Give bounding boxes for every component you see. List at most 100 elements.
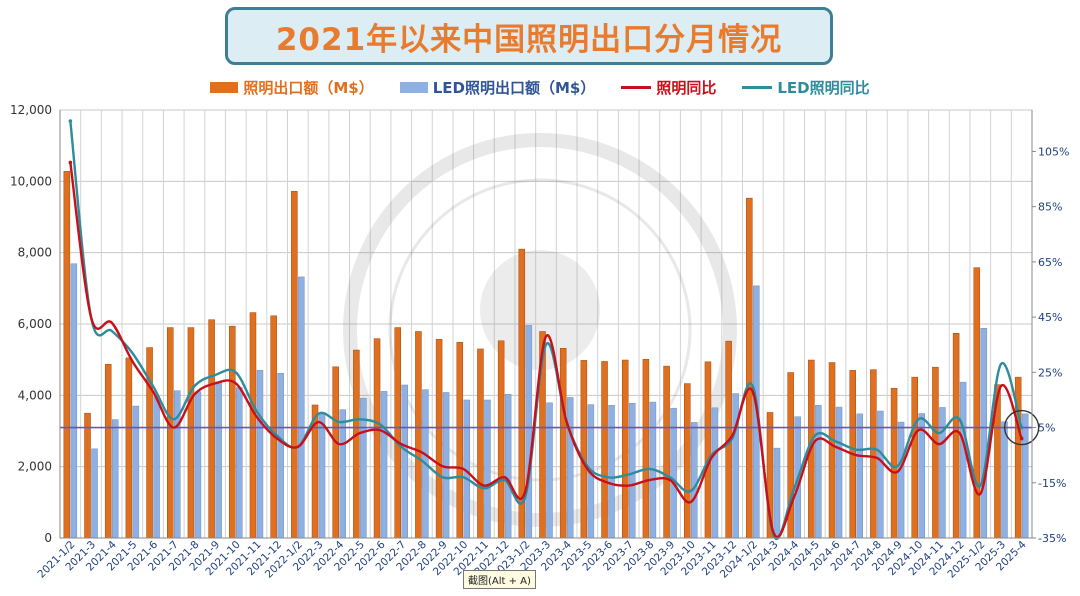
bar-lighting-export [208,319,215,539]
bar-lighting-export [229,325,236,539]
bar-lighting-export [932,366,939,539]
bar-lighting-export [911,376,919,539]
bar-led-export [732,393,739,539]
bar-led-export [628,402,636,539]
y-right-tick-label: 45% [1038,311,1062,324]
legend-label-led-export: LED照明出口额（M$） [432,78,596,97]
bar-lighting-export [435,339,443,539]
bar-led-export [380,391,388,539]
bar-led-export [877,410,884,539]
bar-led-export [959,381,967,539]
bar-lighting-export [394,327,401,539]
bar-lighting-export [415,331,422,539]
bar-lighting-export [187,327,195,539]
bar-led-export [132,405,140,539]
line-lighting-yoy [69,162,1023,538]
bar-lighting-export [704,361,712,539]
bar-lighting-export [684,383,691,539]
bar-led-export [442,392,450,539]
y-left-tick-label: 6,000 [18,317,52,331]
bar-led-export [277,372,284,539]
bar-led-export [318,413,326,539]
legend-item-lighting-export: 照明出口额（M$） [210,77,374,98]
legend-swatch-lighting-yoy [621,85,652,89]
screenshot-tooltip: 截图(Alt + A) [463,570,536,589]
bar-led-export [1021,413,1029,539]
bar-lighting-export [621,359,629,539]
bar-led-export [525,325,533,539]
bar-lighting-export [890,387,898,539]
bar-led-export [856,413,863,539]
bar-lighting-export [332,366,339,539]
y-right-tick-label: -35% [1038,532,1066,545]
bar-lighting-export [291,191,298,539]
legend: 照明出口额（M$） LED照明出口额（M$） 照明同比 LED照明同比 [0,72,1080,102]
marker-lighting-yoy [1019,436,1024,441]
bar-lighting-export [63,171,71,539]
legend-item-lighting-yoy: 照明同比 [621,77,716,98]
bar-led-export [566,397,574,539]
bar-lighting-export [249,312,257,539]
bar-led-export [484,399,491,539]
bar-led-export [691,422,698,539]
bar-lighting-export [870,369,877,539]
bar-lighting-export [104,364,112,539]
bar-lighting-export [373,338,381,539]
bar-lighting-export [642,359,650,539]
marker-lighting-yoy [68,160,73,165]
bar-led-export [70,263,78,539]
bar-led-export [111,419,119,539]
bar-led-export [608,405,615,539]
y-left-tick-label: 10,000 [10,174,52,188]
bar-led-export [815,405,822,539]
legend-item-led-export: LED照明出口额（M$） [399,77,596,98]
line-led-yoy [69,120,1023,540]
bar-lighting-export [456,341,464,539]
bar-led-export [236,387,243,539]
bar-lighting-export [477,348,484,539]
y-right-tick-label: 105% [1038,145,1069,158]
bar-led-export [194,391,202,539]
y-left-tick-label: 12,000 [10,103,52,117]
bar-lighting-export [84,412,91,539]
legend-label-lighting-export: 照明出口额（M$） [243,78,374,97]
bar-led-export [835,406,843,539]
chart-title: 2021年以来中国照明出口分月情况 [275,21,783,58]
bar-led-export [504,394,512,539]
bar-lighting-export [746,197,753,539]
bar-led-export [91,448,98,539]
bar-led-export [980,328,988,539]
bar-lighting-export [828,362,836,539]
bar-led-export [215,381,222,539]
legend-item-led-yoy: LED照明同比 [742,77,870,98]
bar-led-export [401,384,408,539]
bar-lighting-export [353,349,360,539]
legend-swatch-lighting-export [210,81,239,93]
legend-swatch-led-yoy [742,85,773,89]
legend-label-lighting-yoy: 照明同比 [656,78,717,97]
bar-lighting-export [497,340,505,539]
highlight-circle [1003,409,1040,446]
watermark-center [480,250,600,370]
bar-lighting-export [663,365,670,539]
legend-label-led-yoy: LED照明同比 [777,78,870,97]
y-left-tick-label: 2,000 [18,460,52,474]
bar-led-export [1001,421,1008,539]
bar-lighting-export [580,360,588,539]
bar-led-export [153,396,160,539]
y-right-tick-label: 25% [1038,366,1062,379]
bar-led-export [897,421,905,539]
bar-led-export [773,447,781,539]
bar-led-export [256,370,264,539]
y-right-tick-label: 85% [1038,201,1062,214]
bar-lighting-export [125,357,133,539]
y-right-tick-label: 5% [1038,422,1055,435]
bar-lighting-export [952,333,960,539]
bar-lighting-export [601,361,608,539]
bar-lighting-export [973,267,981,539]
bar-led-export [546,402,553,539]
bar-led-export [298,276,305,539]
bar-lighting-export [166,327,174,539]
y-left-tick-label: 4,000 [18,388,52,402]
